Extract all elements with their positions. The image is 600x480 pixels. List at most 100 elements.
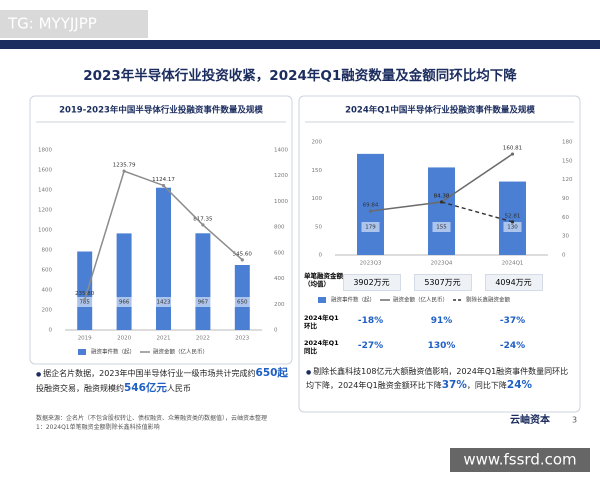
x-tick-label: 2024Q1 <box>502 261 524 267</box>
label-box <box>115 297 134 307</box>
row-label: 单笔融资金额（均值） <box>304 272 343 289</box>
bullet-text: ，同比下降 <box>466 380 507 390</box>
bar-label: 130 <box>507 225 518 231</box>
y2-tick-label: 400 <box>274 276 285 282</box>
bar <box>428 167 455 255</box>
bullet-dot: ● <box>306 369 314 376</box>
right-panel <box>298 95 581 413</box>
x-tick-label: 2022 <box>196 336 210 342</box>
x-tick-label: 2023 <box>235 336 249 342</box>
y2-tick-label: 150 <box>562 158 573 164</box>
y2-tick-label: 800 <box>274 225 285 231</box>
legend-label: 融资事件数（起） <box>331 296 375 304</box>
x-tick-label: 2023Q3 <box>360 261 382 267</box>
y-tick-label: 100 <box>312 196 323 202</box>
logo: 云岫资本 <box>510 413 551 426</box>
page-number: 3 <box>572 416 577 425</box>
bar <box>156 187 171 330</box>
table-cell: -27% <box>357 341 384 351</box>
watermark-box <box>0 10 148 38</box>
y2-tick-label: 200 <box>274 302 285 308</box>
bullet: ● 据企名片数据，2023年中国半导体行业一级市场共计完成约650起投融资交易，… <box>36 366 288 396</box>
y-tick-label: 600 <box>42 268 53 274</box>
y2-tick-label: 600 <box>274 250 285 256</box>
highlight: 24% <box>506 378 533 391</box>
bullet: ● 剔除长鑫科技108亿元大额融资值影响，2024年Q1融资事件数量同环比均下降… <box>306 366 576 393</box>
legend-swatch <box>318 297 326 303</box>
y2-tick-label: 1000 <box>274 199 288 205</box>
y2-tick-label: 0 <box>562 253 566 259</box>
x-tick-label: 2019 <box>78 336 92 342</box>
table-cell: 5307万元 <box>413 274 472 291</box>
y-tick-label: 1800 <box>38 148 52 154</box>
y-tick-label: 1200 <box>38 208 52 214</box>
y-tick-label: 400 <box>42 288 53 294</box>
footnote: 数据来源：企名片（不包含股权转让、债权融资、众筹融资类的数据值），云岫资本整理 <box>36 415 268 422</box>
table-cell: -24% <box>499 341 526 351</box>
label-box <box>233 297 252 307</box>
label-box <box>193 297 212 307</box>
bar <box>499 181 526 255</box>
line-label: 545.60 <box>233 251 253 257</box>
y2-tick-label: 30 <box>562 234 569 240</box>
y-tick-label: 150 <box>312 168 323 174</box>
y2-tick-label: 0 <box>274 328 278 334</box>
y2-tick-label: 60 <box>562 215 569 221</box>
left-panel <box>29 95 293 365</box>
label-box <box>503 222 522 232</box>
bullet-text: 据企名片数据，2023年中国半导体行业一级市场共计完成约 <box>43 369 256 378</box>
bar-label: 155 <box>436 225 447 231</box>
footnotes: 数据来源：企名片（不包含股权转让、债权融资、众筹融资类的数据值），云岫资本整理 … <box>36 414 476 432</box>
table-cell: -37% <box>499 316 526 326</box>
legend-label: 融资事件数（起） <box>91 348 135 356</box>
y2-tick-label: 1200 <box>274 173 288 179</box>
chart-title: 2024年Q1中国半导体行业投融资事件数量及规模 <box>345 105 535 116</box>
watermark: TG: MYYJJPP <box>7 15 97 33</box>
line-label: 235.80 <box>75 291 95 297</box>
x-tick-label: 2020 <box>117 336 131 342</box>
line-label: 817.35 <box>193 216 213 222</box>
y-tick-label: 1000 <box>38 228 52 234</box>
footnote: 1：2024Q1单笔融资金额剔除长鑫科技值影响 <box>36 424 160 431</box>
slide-title: 2023年半导体行业投资收紧，2024年Q1融资数量及金额同环比均下降 <box>83 67 517 84</box>
bar-label: 785 <box>79 300 90 306</box>
y2-tick-label: 90 <box>562 196 569 202</box>
line-label: 52.81 <box>505 213 521 219</box>
x-tick-label: 2023Q4 <box>431 261 453 267</box>
table-cell: -18% <box>357 316 384 326</box>
y2-tick-label: 1400 <box>274 148 288 154</box>
bullet-dot: ● <box>36 371 44 378</box>
label-box <box>75 297 94 307</box>
x-tick-label: 2021 <box>157 336 171 342</box>
y2-tick-label: 180 <box>562 140 573 146</box>
site-box <box>450 448 590 472</box>
bar <box>195 233 211 330</box>
bullet-text: 投融资交易，融资规模约 <box>36 384 124 394</box>
bar-label: 1423 <box>157 300 171 306</box>
highlight: 650起 <box>255 367 288 379</box>
label-box <box>432 222 451 232</box>
line-label: 84.38 <box>434 194 450 200</box>
line-label: 160.81 <box>503 146 522 152</box>
bar-label: 650 <box>237 300 248 306</box>
table-cell: 3902万元 <box>342 274 401 291</box>
y-tick-label: 1400 <box>38 188 52 194</box>
bar-label: 967 <box>198 300 209 306</box>
bar <box>116 233 132 330</box>
top-band <box>0 40 600 49</box>
y-tick-label: 800 <box>42 248 53 254</box>
legend-label: 融资金额（亿人民币） <box>153 348 208 356</box>
label-box <box>154 297 173 307</box>
chart-title: 2019-2023年中国半导体行业投融资事件数量及规模 <box>59 105 263 116</box>
bar-label: 179 <box>365 225 376 231</box>
bar <box>77 251 93 330</box>
legend-label: 剔除长鑫融资金额 <box>466 296 511 304</box>
line <box>441 201 513 223</box>
row-label: 2024年Q1同比 <box>304 339 339 356</box>
line-label: 84.38 <box>434 194 450 200</box>
row-label: 2024年Q1环比 <box>304 314 339 331</box>
y-tick-label: 0 <box>319 253 323 259</box>
label-box <box>361 222 380 232</box>
